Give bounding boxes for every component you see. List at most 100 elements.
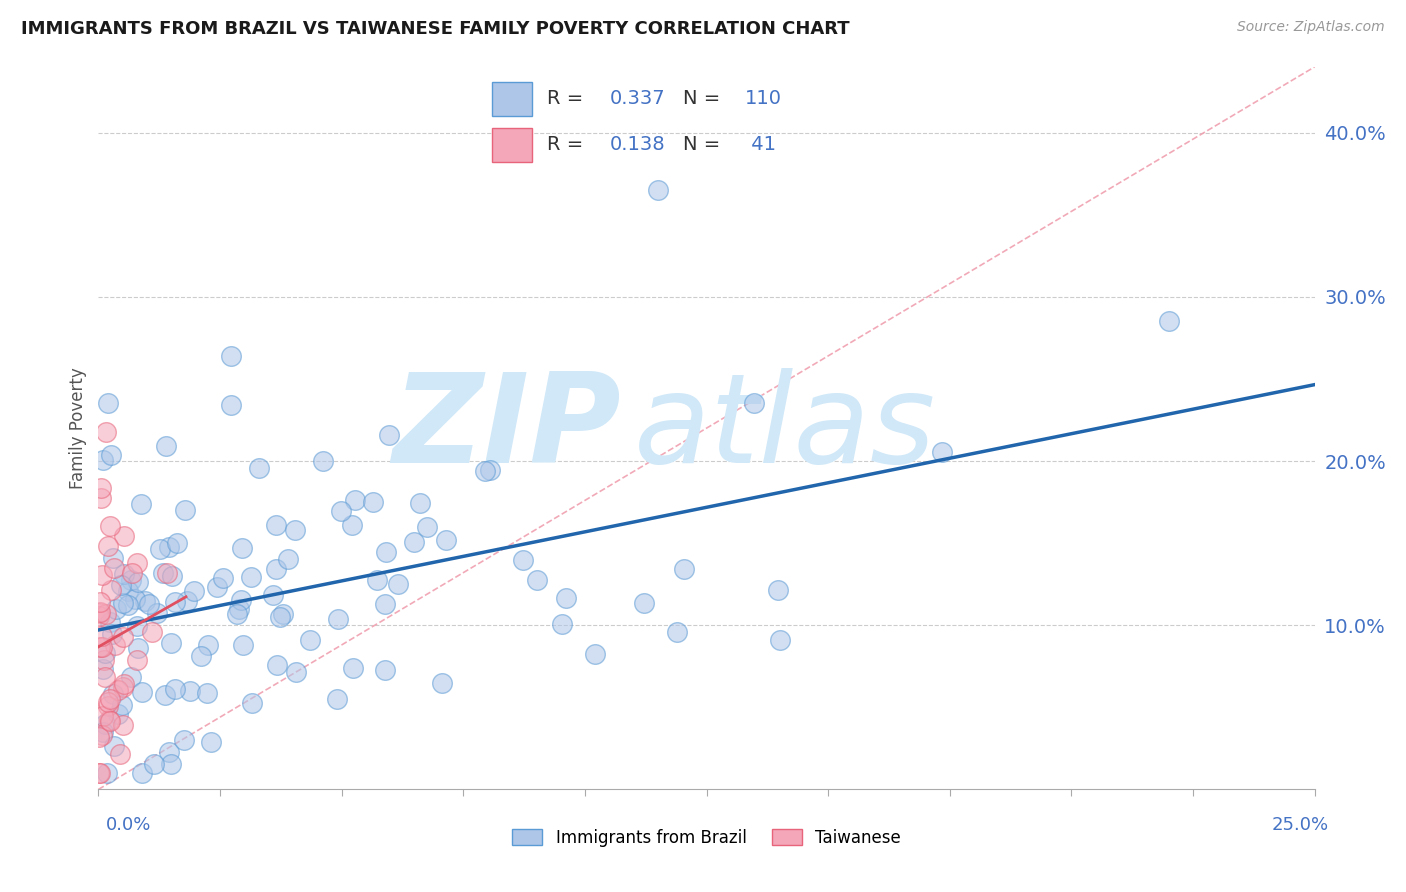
Point: [94, 717, 117, 731]
Point: [155, 566, 177, 581]
Point: [551, 617, 574, 632]
Point: [160, 756, 183, 771]
Point: [89, 595, 111, 609]
Point: [138, 597, 160, 611]
Point: [110, 578, 132, 592]
Point: [89, 766, 111, 780]
Point: [402, 534, 425, 549]
Point: [163, 595, 186, 609]
Point: [312, 454, 335, 468]
Point: [387, 576, 409, 591]
Point: [179, 684, 201, 698]
Point: [225, 607, 247, 622]
Point: [90, 481, 112, 495]
Point: [91, 662, 114, 676]
Point: [97, 695, 120, 709]
Point: [120, 669, 142, 683]
Point: [149, 542, 172, 557]
Point: [326, 611, 349, 625]
Point: [284, 523, 307, 537]
Point: [93, 646, 115, 660]
Point: [416, 520, 439, 534]
Point: [152, 566, 174, 580]
Point: [228, 602, 250, 616]
Point: [112, 596, 135, 610]
Point: [93, 653, 115, 667]
Point: [326, 691, 349, 706]
Point: [409, 496, 432, 510]
Point: [90, 640, 112, 654]
Point: [219, 349, 242, 363]
Point: [205, 580, 228, 594]
Point: [143, 756, 166, 771]
Point: [269, 610, 291, 624]
Point: [117, 583, 139, 598]
Point: [583, 647, 606, 661]
Text: atlas: atlas: [634, 368, 935, 489]
Point: [124, 591, 146, 606]
Point: [673, 562, 696, 576]
Point: [176, 593, 198, 607]
Point: [366, 573, 388, 587]
Point: [277, 552, 299, 566]
Point: [94, 670, 117, 684]
Point: [125, 653, 148, 667]
Point: [97, 539, 120, 553]
Point: [160, 636, 183, 650]
Point: [247, 461, 270, 475]
Point: [91, 728, 114, 742]
Point: [97, 396, 120, 410]
Point: [478, 462, 501, 476]
Point: [105, 602, 128, 616]
Point: [112, 567, 135, 582]
Point: [98, 615, 121, 630]
Point: [107, 707, 129, 722]
Point: [264, 562, 287, 576]
Point: [330, 504, 353, 518]
Point: [231, 593, 253, 607]
Point: [111, 698, 134, 713]
Point: [342, 517, 364, 532]
Point: [111, 680, 134, 694]
Point: [239, 570, 262, 584]
Point: [271, 607, 294, 621]
Point: [264, 517, 287, 532]
Point: [93, 725, 115, 739]
Point: [100, 448, 122, 462]
Point: [121, 566, 143, 581]
Point: [195, 685, 218, 699]
Point: [129, 497, 152, 511]
Point: [127, 575, 149, 590]
Point: [100, 582, 122, 597]
Point: [434, 533, 457, 548]
Point: [157, 540, 180, 554]
Text: 0.0%: 0.0%: [105, 816, 150, 834]
Point: [647, 183, 669, 197]
Point: [98, 519, 121, 533]
Point: [766, 582, 789, 597]
Legend: Immigrants from Brazil, Taiwanese: Immigrants from Brazil, Taiwanese: [506, 822, 907, 854]
Point: [103, 550, 125, 565]
Point: [474, 464, 496, 478]
Text: Source: ZipAtlas.com: Source: ZipAtlas.com: [1237, 20, 1385, 34]
Point: [131, 766, 153, 780]
Point: [361, 495, 384, 509]
Point: [554, 591, 576, 605]
Point: [512, 553, 534, 567]
Point: [375, 545, 398, 559]
Point: [173, 732, 195, 747]
Point: [107, 683, 129, 698]
Point: [91, 452, 114, 467]
Point: [190, 648, 212, 663]
Point: [120, 573, 142, 587]
Point: [166, 535, 188, 549]
Point: [127, 640, 149, 655]
Point: [96, 425, 118, 439]
Point: [100, 627, 122, 641]
Point: [98, 692, 121, 706]
Point: [87, 731, 110, 745]
Point: [108, 747, 131, 761]
Point: [1157, 314, 1180, 328]
Point: [125, 556, 148, 570]
Point: [96, 766, 118, 780]
